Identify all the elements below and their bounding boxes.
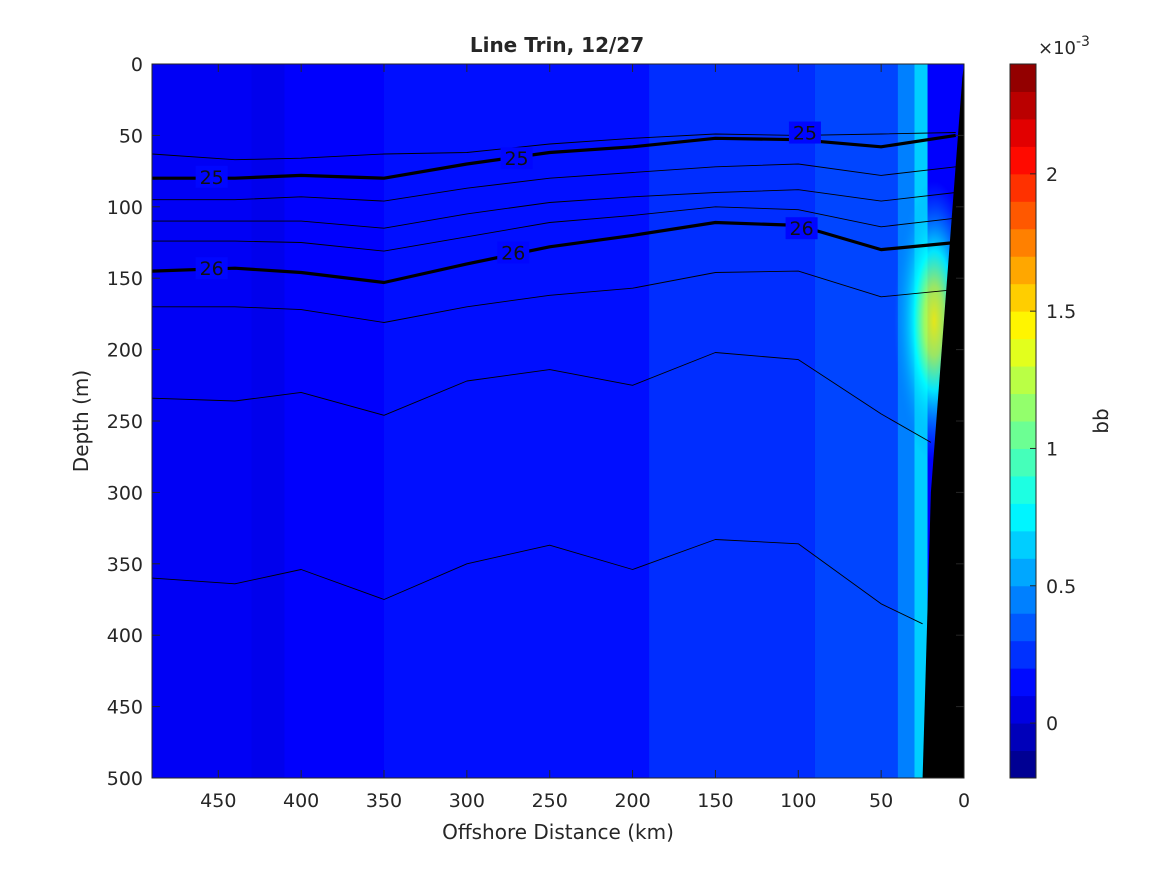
colorbar-segment [1010,640,1036,669]
colorbar-tick-label: 2 [1046,164,1058,186]
colorbar-tick-label: 0.5 [1046,576,1076,598]
field-band [284,64,384,778]
colorbar-segment [1010,173,1036,202]
field-band [649,64,815,778]
y-tick-label: 350 [107,554,143,576]
colorbar-segment [1010,118,1036,147]
colorbar-segment [1010,723,1036,752]
y-tick-label: 450 [107,697,143,719]
contour-label-bg [785,217,818,240]
contour-label-bg [195,165,228,188]
x-tick-label: 150 [697,790,733,812]
colorbar-segment [1010,668,1036,697]
colorbar-segment [1010,366,1036,395]
x-tick-label: 350 [366,790,402,812]
isopycnal-line-labeled [152,133,956,180]
colorbar-segment [1010,558,1036,587]
x-tick-label: 50 [869,790,893,812]
colorbar-segment [1010,256,1036,285]
colorbar-segment [1010,530,1036,559]
colorbar-segment [1010,503,1036,532]
colorbar-segment [1010,283,1036,312]
colorbar-exponent: ×10-3 [1038,34,1090,59]
colorbar-segment [1010,64,1036,92]
colorbar-exponent-base: ×10 [1038,38,1076,59]
y-tick-label: 0 [131,54,143,76]
contour-label: 26 [200,258,224,280]
x-tick-label: 0 [958,790,970,812]
y-tick-label: 50 [119,125,143,147]
colorbar-ticks: 0 0.5 1 1.5 2 [1030,164,1076,735]
contour-label: 26 [790,218,814,240]
colorbar-frame [1009,63,1037,779]
y-tick-label: 250 [107,411,143,433]
x-tick-label: 200 [614,790,650,812]
colorbar-tick-label: 1 [1046,438,1058,460]
field-band [814,64,898,778]
colorbar-segment [1010,393,1036,422]
y-tick-label: 200 [107,340,143,362]
field-band [251,64,285,778]
isopycnal-contours [152,132,956,625]
colorbar-segment [1010,421,1036,449]
colorbar-segment [1010,311,1036,340]
isopycnal-line [152,189,956,229]
colorbar-segment [1010,695,1036,724]
bb-field [152,64,964,778]
plot-area: 25 25 25 26 26 26 [152,64,964,778]
y-tick-label: 500 [107,768,143,790]
colorbar-segment [1010,750,1036,779]
colorbar-segment [1010,475,1036,504]
colorbar-segment [1010,228,1036,257]
x-tick-label: 450 [200,790,236,812]
contour-label-bg [788,121,821,144]
colorbar-segment [1010,91,1036,120]
x-tick-label: 100 [780,790,816,812]
contour-label: 25 [504,148,528,170]
colorbar-segment [1010,448,1036,477]
chart-title: Line Trin, 12/27 [470,33,644,57]
colorbar-tick-label: 0 [1046,713,1058,735]
contour-label: 25 [793,123,817,145]
x-axis-label: Offshore Distance (km) [442,820,674,844]
colorbar-segment [1010,338,1036,367]
isopycnal-line [152,270,956,323]
contour-label-bg [195,257,228,280]
colorbar-segment [1010,613,1036,642]
colorbar-segment [1010,201,1036,230]
y-axis-label: Depth (m) [69,370,93,472]
colorbar-segment [1010,585,1036,614]
contour-label: 26 [501,242,525,264]
isopycnal-line [152,539,923,625]
isopycnal-line-labeled [152,220,956,285]
y-axis-ticks: 0 50 100 150 200 250 300 350 400 450 500 [107,54,964,790]
y-tick-label: 100 [107,197,143,219]
colorbar [1010,64,1036,779]
contour-label: 25 [200,167,224,189]
x-tick-label: 250 [532,790,568,812]
isopycnal-line [152,132,956,161]
x-tick-label: 300 [449,790,485,812]
field-band [384,64,650,778]
colorbar-segment [1010,146,1036,175]
colorbar-tick-label: 1.5 [1046,301,1076,323]
colorbar-exponent-power: -3 [1076,34,1090,50]
y-tick-label: 400 [107,625,143,647]
x-tick-label: 400 [283,790,319,812]
contour-label-bg [497,241,530,264]
x-axis-ticks: 450 400 350 300 250 200 150 100 50 0 [200,64,970,812]
contour-label-bg [500,147,533,170]
isopycnal-line [152,352,932,443]
isopycnal-line [152,163,956,202]
contour-labels: 25 25 25 26 26 26 [195,121,821,280]
y-tick-label: 150 [107,268,143,290]
y-tick-label: 300 [107,482,143,504]
colorbar-label: bb [1089,408,1113,433]
isopycnal-line [152,206,956,252]
seafloor-bathymetry [922,64,964,778]
